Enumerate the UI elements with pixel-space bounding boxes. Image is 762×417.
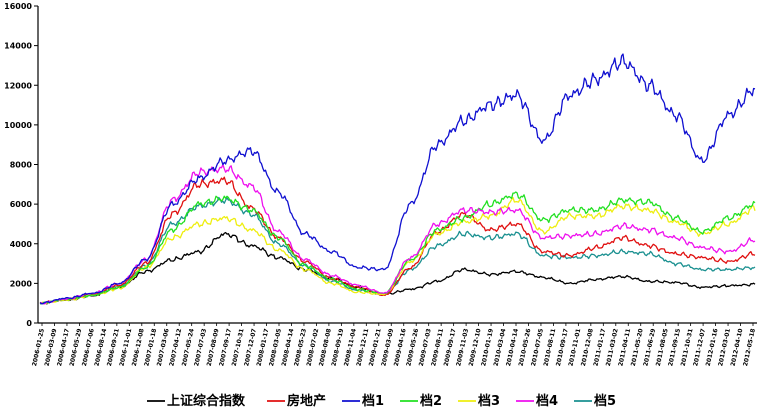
y-tick-label: 14000 [4, 42, 32, 51]
series-line [39, 231, 756, 305]
x-tick-label: 2012-05-18 [742, 328, 757, 367]
legend-label: 档3 [478, 393, 500, 409]
legend: 上证综合指数 房地产 档1 档2 档3 档4 档5 [147, 393, 616, 409]
series-line [39, 196, 756, 305]
legend-label: 档2 [420, 393, 442, 409]
legend-label: 房地产 [287, 393, 326, 409]
x-axis: 2006-01-252006-03-092006-04-172006-05-29… [31, 322, 757, 367]
y-tick-label: 2000 [10, 279, 33, 288]
y-tick-label: 10000 [4, 121, 32, 130]
series-line [39, 176, 756, 305]
legend-label: 档4 [536, 393, 558, 409]
y-axis: 0 2000 4000 6000 8000 10000 12000 14000 16000 [4, 2, 39, 328]
y-tick-label: 16000 [4, 2, 32, 11]
legend-label: 档1 [362, 393, 384, 409]
y-tick-label: 4000 [10, 240, 33, 249]
series-lines [39, 53, 756, 305]
y-tick-label: 6000 [10, 200, 33, 209]
series-line [40, 196, 756, 305]
y-tick-label: 0 [26, 319, 32, 328]
series-line [39, 53, 756, 305]
y-tick-label: 12000 [4, 81, 32, 90]
legend-label: 上证综合指数 [167, 393, 246, 409]
y-tick-label: 8000 [10, 161, 33, 170]
legend-label: 档5 [594, 393, 616, 409]
